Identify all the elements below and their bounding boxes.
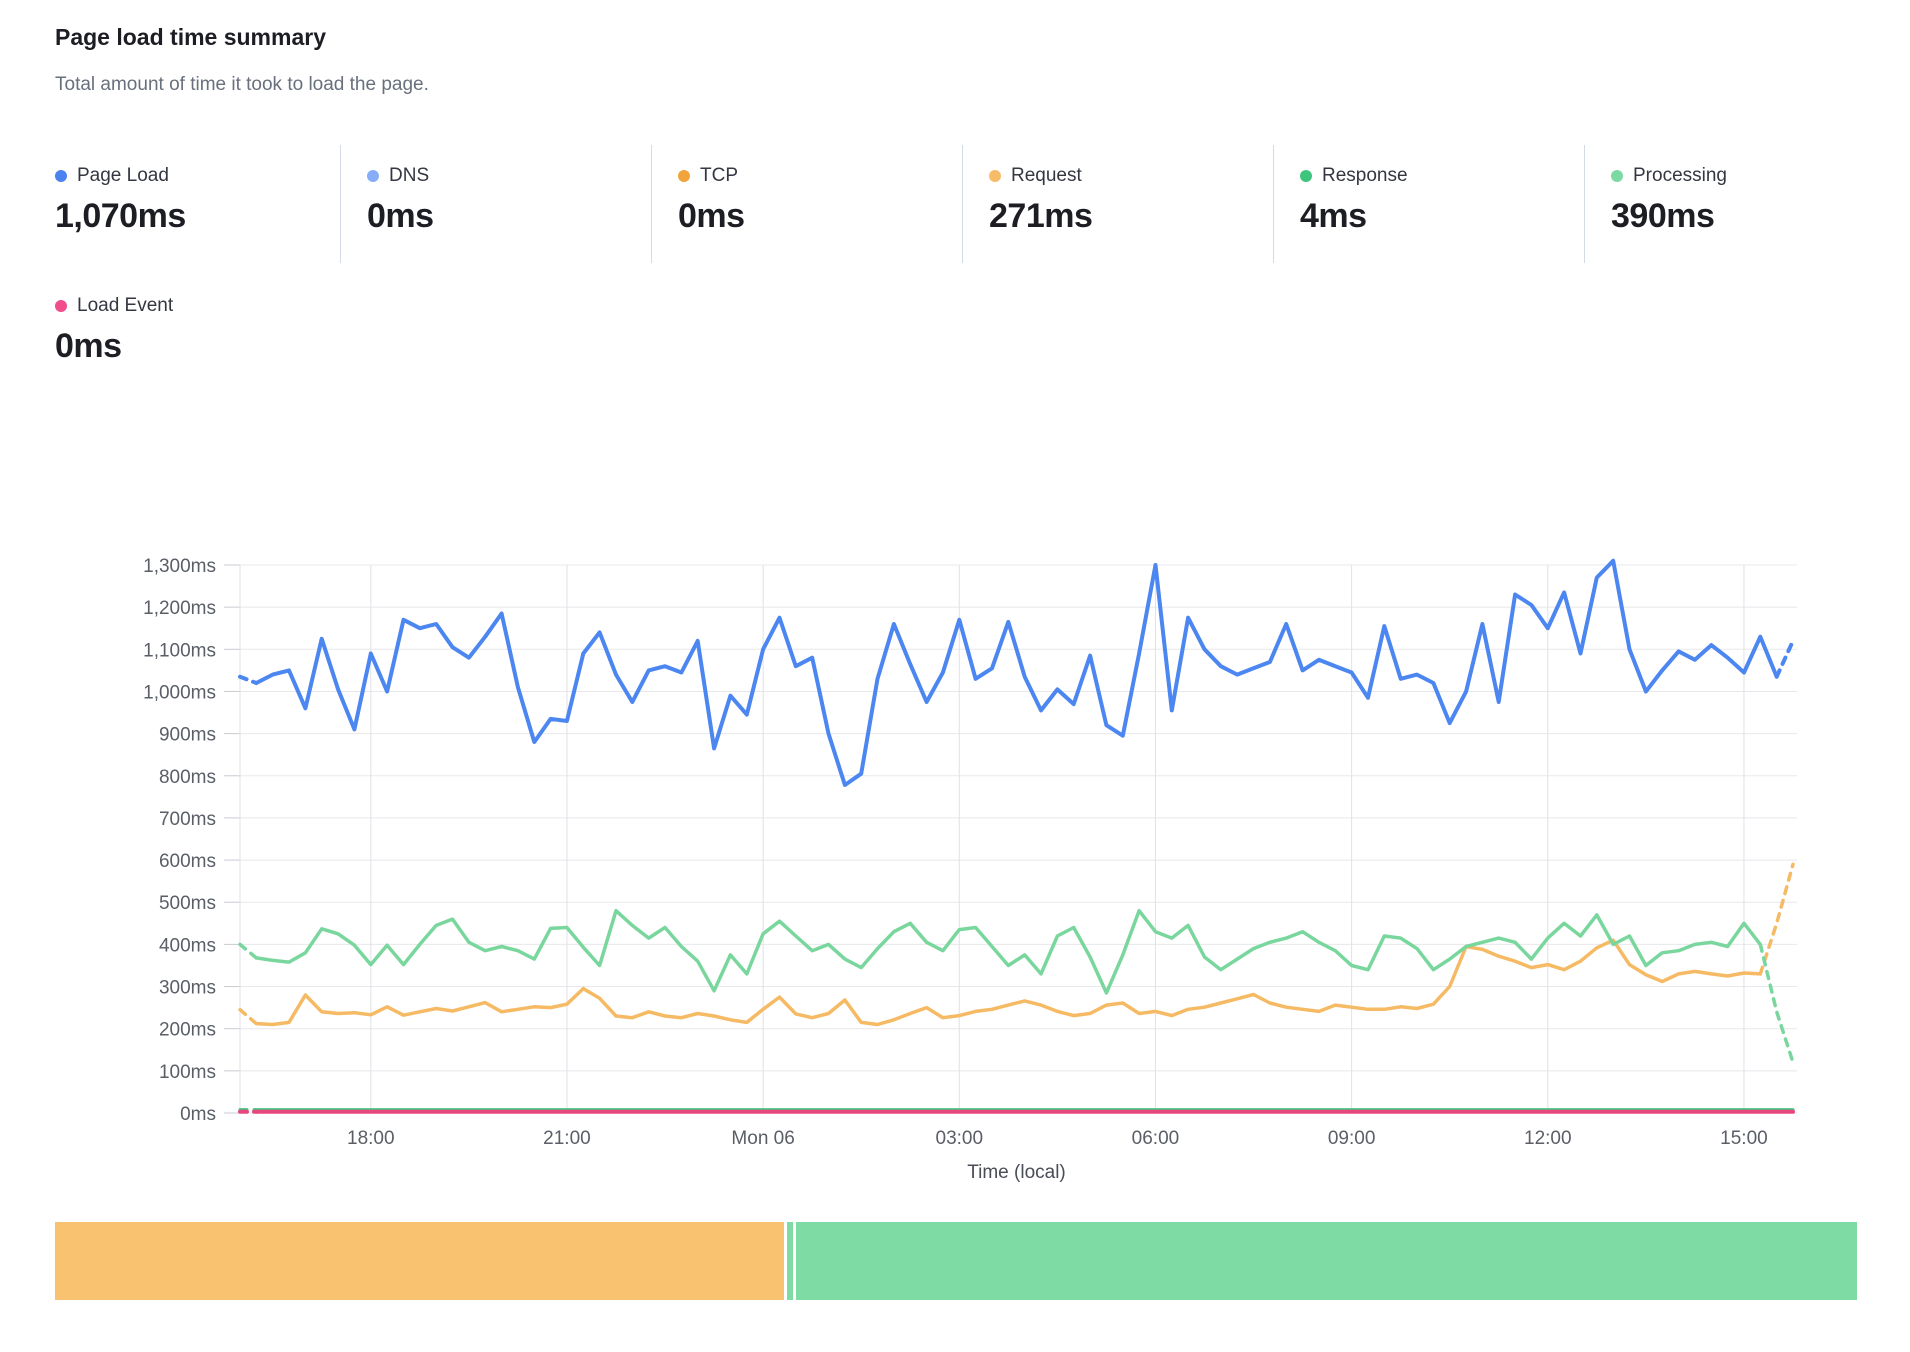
svg-text:03:00: 03:00: [936, 1128, 984, 1149]
metric-label: Processing: [1633, 165, 1727, 186]
metrics-grid: Page Load 1,070ms DNS 0ms TCP 0ms Reques…: [29, 145, 1909, 405]
metric-label: TCP: [700, 165, 738, 186]
legend-dot-icon: [1300, 170, 1312, 182]
metric-value: 390ms: [1611, 197, 1715, 235]
metric-dns: DNS 0ms: [340, 145, 651, 263]
metric-value: 1,070ms: [55, 197, 186, 235]
page-load-time-chart[interactable]: 0ms 100ms 200ms 300ms 400ms 500ms 600ms 700ms 80…: [0, 500, 1910, 1200]
svg-text:200ms: 200ms: [159, 1020, 216, 1041]
svg-text:600ms: 600ms: [159, 851, 216, 872]
metric-label: Response: [1322, 165, 1408, 186]
metric-value: 0ms: [367, 197, 434, 235]
legend-dot-icon: [989, 170, 1001, 182]
metric-page-load: Page Load 1,070ms: [29, 145, 340, 263]
legend-dot-icon: [55, 170, 67, 182]
svg-text:1,200ms: 1,200ms: [143, 598, 216, 619]
svg-text:800ms: 800ms: [159, 767, 216, 788]
svg-text:06:00: 06:00: [1132, 1128, 1180, 1149]
legend-dot-icon: [367, 170, 379, 182]
metric-label: Request: [1011, 165, 1082, 186]
metric-label: Page Load: [77, 165, 169, 186]
metric-value: 0ms: [678, 197, 745, 235]
metric-response: Response 4ms: [1273, 145, 1584, 263]
svg-text:15:00: 15:00: [1720, 1128, 1768, 1149]
svg-text:09:00: 09:00: [1328, 1128, 1376, 1149]
bar-segment-processing-phase: [795, 1222, 1857, 1300]
bar-segment-request-phase: [55, 1222, 784, 1300]
metric-label: Load Event: [77, 295, 174, 316]
metric-processing: Processing 390ms: [1584, 145, 1895, 263]
duration-breakdown-bar: [55, 1222, 1857, 1300]
svg-text:0ms: 0ms: [180, 1104, 216, 1125]
svg-text:700ms: 700ms: [159, 809, 216, 830]
legend-dot-icon: [55, 300, 67, 312]
svg-text:12:00: 12:00: [1524, 1128, 1572, 1149]
svg-text:500ms: 500ms: [159, 893, 216, 914]
page-title: Page load time summary: [55, 24, 326, 50]
bar-segment-divider-sliver: [786, 1222, 793, 1300]
svg-text:1,300ms: 1,300ms: [143, 556, 216, 577]
metric-request: Request 271ms: [962, 145, 1273, 263]
svg-text:300ms: 300ms: [159, 978, 216, 999]
svg-text:100ms: 100ms: [159, 1062, 216, 1083]
page-subtitle: Total amount of time it took to load the…: [55, 74, 429, 95]
metric-value: 271ms: [989, 197, 1093, 235]
svg-text:21:00: 21:00: [543, 1128, 591, 1149]
metric-load-event: Load Event 0ms: [29, 275, 340, 393]
svg-text:1,100ms: 1,100ms: [143, 640, 216, 661]
metric-value: 4ms: [1300, 197, 1367, 235]
svg-text:400ms: 400ms: [159, 935, 216, 956]
metric-value: 0ms: [55, 327, 122, 365]
svg-text:18:00: 18:00: [347, 1128, 395, 1149]
legend-dot-icon: [1611, 170, 1623, 182]
metric-label: DNS: [389, 165, 430, 186]
svg-text:Mon 06: Mon 06: [731, 1128, 794, 1149]
metric-tcp: TCP 0ms: [651, 145, 962, 263]
svg-text:900ms: 900ms: [159, 725, 216, 746]
svg-text:1,000ms: 1,000ms: [143, 682, 216, 703]
svg-text:Time (local): Time (local): [967, 1162, 1066, 1183]
legend-dot-icon: [678, 170, 690, 182]
